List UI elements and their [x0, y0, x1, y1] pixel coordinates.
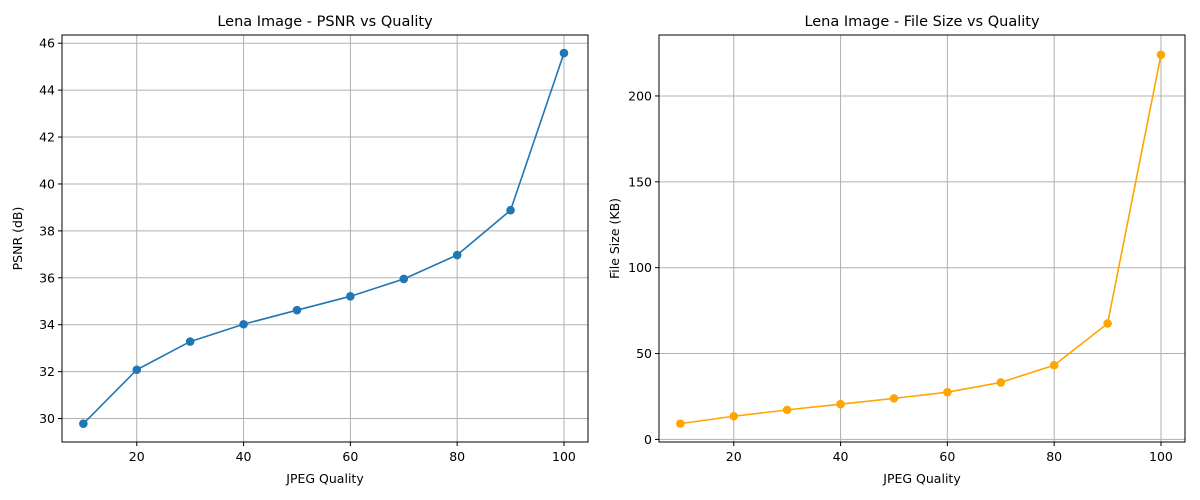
y-tick-label: 50 — [636, 346, 652, 361]
data-point — [1049, 360, 1059, 370]
data-point — [346, 292, 355, 301]
x-tick-label: 20 — [726, 449, 742, 464]
data-point — [1103, 319, 1112, 328]
data-point — [399, 274, 409, 284]
data-point — [676, 419, 685, 428]
data-point — [729, 411, 739, 421]
y-tick-label: 38 — [39, 223, 55, 238]
y-tick-label: 32 — [39, 364, 55, 379]
plot-frame — [658, 34, 1186, 443]
y-tick-label: 40 — [39, 176, 55, 191]
x-tick-label: 40 — [833, 449, 849, 464]
y-tick-label: 36 — [39, 270, 55, 285]
x-tick-label: 20 — [129, 449, 145, 464]
x-axis-label: JPEG Quality — [882, 471, 961, 486]
x-tick-label: 100 — [1149, 449, 1173, 464]
data-point — [559, 48, 569, 58]
data-point — [132, 365, 142, 375]
chart-title: Lena Image - PSNR vs Quality — [217, 14, 433, 30]
file-size-chart: 20 40 60 80 100 0 50 100 150 200 Lena Image - File… — [607, 14, 1186, 486]
data-point — [239, 319, 248, 329]
y-tick-label: 42 — [39, 130, 55, 145]
y-tick-label: 44 — [39, 83, 55, 98]
y-axis-label: File Size (KB) — [607, 198, 622, 279]
data-point — [943, 387, 952, 397]
x-axis-label: JPEG Quality — [285, 471, 364, 486]
data-point — [185, 337, 195, 346]
x-tick-label: 100 — [552, 449, 576, 464]
data-point — [79, 419, 88, 429]
data-point — [996, 378, 1006, 387]
data-point — [782, 405, 792, 415]
x-tick-label: 80 — [1046, 449, 1062, 464]
series-line — [82, 52, 565, 425]
y-tick-label: 200 — [628, 88, 652, 103]
data-point — [452, 250, 462, 260]
x-tick-label: 60 — [939, 449, 955, 464]
data-point — [1156, 50, 1166, 60]
y-tick-label: 46 — [39, 36, 55, 51]
data-point — [836, 399, 845, 409]
y-tick-label: 34 — [39, 317, 55, 332]
y-axis-label: PSNR (dB) — [10, 207, 25, 271]
data-point — [506, 205, 515, 215]
chart-title: Lena Image - File Size vs Quality — [804, 14, 1040, 30]
plot-frame — [61, 34, 589, 443]
x-tick-label: 80 — [449, 449, 465, 464]
x-tick-label: 40 — [236, 449, 252, 464]
data-point — [292, 305, 302, 315]
data-point — [889, 394, 899, 403]
series-line — [680, 54, 1162, 425]
y-tick-label: 0 — [644, 432, 652, 447]
psnr-chart: 20 40 60 80 100 30 32 34 36 38 40 42 44 46 Lena Image … — [10, 14, 589, 486]
y-tick-label: 30 — [39, 411, 55, 426]
x-tick-label: 60 — [342, 449, 358, 464]
y-tick-label: 150 — [628, 174, 652, 189]
y-tick-label: 100 — [628, 260, 652, 275]
